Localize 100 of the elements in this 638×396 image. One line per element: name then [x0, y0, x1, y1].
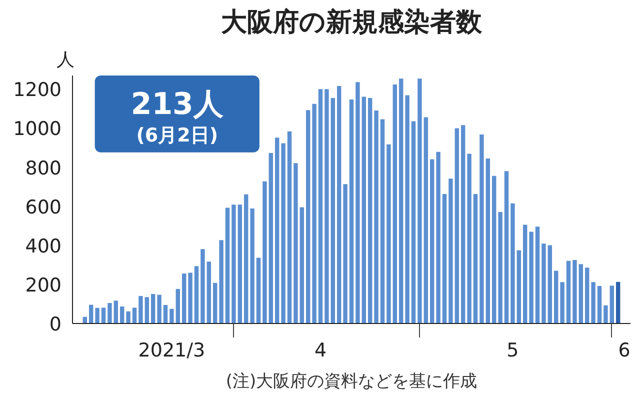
- bar: [542, 244, 546, 324]
- bar: [163, 304, 168, 324]
- x-tick-label: 2021/3: [138, 340, 206, 362]
- bar: [522, 224, 528, 324]
- text: (注)大阪府の資料などを基に作成: [226, 372, 478, 392]
- bar: [467, 154, 472, 324]
- bar: [88, 304, 94, 324]
- bar: [548, 245, 552, 324]
- y-tick-label: 800: [25, 157, 62, 180]
- bar: [392, 84, 398, 324]
- bar: [516, 250, 522, 324]
- bar: [616, 282, 620, 324]
- bar: [281, 143, 286, 324]
- bar: [306, 110, 310, 324]
- bar: [101, 308, 106, 324]
- bar: [386, 144, 391, 324]
- bar: [212, 282, 218, 324]
- bar: [356, 82, 360, 324]
- bar: [95, 308, 100, 324]
- y-tick-label: 200: [25, 274, 62, 296]
- bar: [436, 152, 440, 324]
- bar: [430, 159, 434, 324]
- bar: [336, 86, 342, 324]
- y-tick-label: 400: [25, 235, 62, 258]
- bar: [274, 138, 280, 324]
- x-tick-label: 6: [618, 340, 630, 362]
- bar: [504, 171, 509, 324]
- y-tick-label: 1000: [13, 118, 62, 140]
- bar: [244, 194, 248, 324]
- chart-title: 大阪府の新規感染者数: [221, 8, 483, 38]
- bar: [554, 270, 558, 324]
- bar: [324, 89, 329, 324]
- y-axis-title: 人: [56, 50, 74, 70]
- bar: [362, 96, 366, 324]
- bar: [454, 128, 460, 324]
- x-tick-label: 5: [506, 340, 519, 362]
- bar: [460, 125, 466, 324]
- bar: [584, 268, 590, 324]
- bar: [114, 300, 118, 324]
- bar: [529, 232, 534, 324]
- bar: [206, 262, 212, 324]
- bar: [126, 311, 130, 324]
- annotation: 213人: [130, 87, 224, 122]
- bar: [398, 78, 404, 324]
- bar: [268, 153, 274, 324]
- bar: [132, 308, 137, 324]
- bar: [597, 286, 602, 324]
- bar: [108, 302, 112, 324]
- bar: [170, 308, 174, 324]
- bar: [188, 272, 192, 324]
- bar: [330, 98, 336, 324]
- bar: [368, 98, 372, 324]
- bar: [604, 305, 608, 324]
- bar: [560, 282, 564, 324]
- bar: [486, 158, 490, 324]
- bar: [578, 264, 584, 324]
- bar: [442, 194, 447, 324]
- bar: [572, 260, 577, 324]
- bar: [343, 184, 348, 324]
- bar: [287, 131, 292, 324]
- bar: [219, 240, 224, 324]
- bar: [200, 249, 205, 324]
- bar: [262, 181, 267, 324]
- y-tick-label: 600: [25, 196, 62, 218]
- bar: [591, 282, 596, 324]
- bar: [610, 286, 614, 324]
- bar: [176, 288, 180, 324]
- bar: [418, 78, 422, 324]
- bar: [498, 212, 502, 324]
- bar: [566, 260, 571, 324]
- annotation: (6月2日): [136, 124, 218, 146]
- bar: [312, 104, 316, 324]
- bar: [138, 296, 143, 324]
- bar: [480, 134, 484, 324]
- bar: [238, 204, 242, 324]
- bar: [300, 207, 304, 324]
- x-tick-label: 4: [314, 340, 327, 362]
- y-tick-label: 0: [49, 314, 62, 336]
- bar: [182, 274, 186, 324]
- bar: [492, 176, 496, 324]
- bar: [157, 294, 162, 324]
- bar: [405, 95, 410, 324]
- bar: [473, 194, 478, 324]
- bar: [535, 226, 540, 324]
- bar: [120, 306, 124, 324]
- bar: [448, 178, 453, 324]
- bar: [411, 121, 416, 324]
- bar: [349, 100, 354, 324]
- bar: [225, 208, 230, 324]
- bar: [374, 110, 378, 324]
- bar: [294, 163, 298, 324]
- bar: [250, 208, 254, 324]
- bar: [150, 294, 156, 324]
- y-tick-label: 1200: [13, 79, 62, 102]
- bar: [318, 89, 323, 324]
- bar: [380, 119, 385, 324]
- bar: [194, 266, 199, 324]
- bar: [510, 203, 515, 324]
- bar: [424, 117, 428, 324]
- bar: [144, 297, 150, 324]
